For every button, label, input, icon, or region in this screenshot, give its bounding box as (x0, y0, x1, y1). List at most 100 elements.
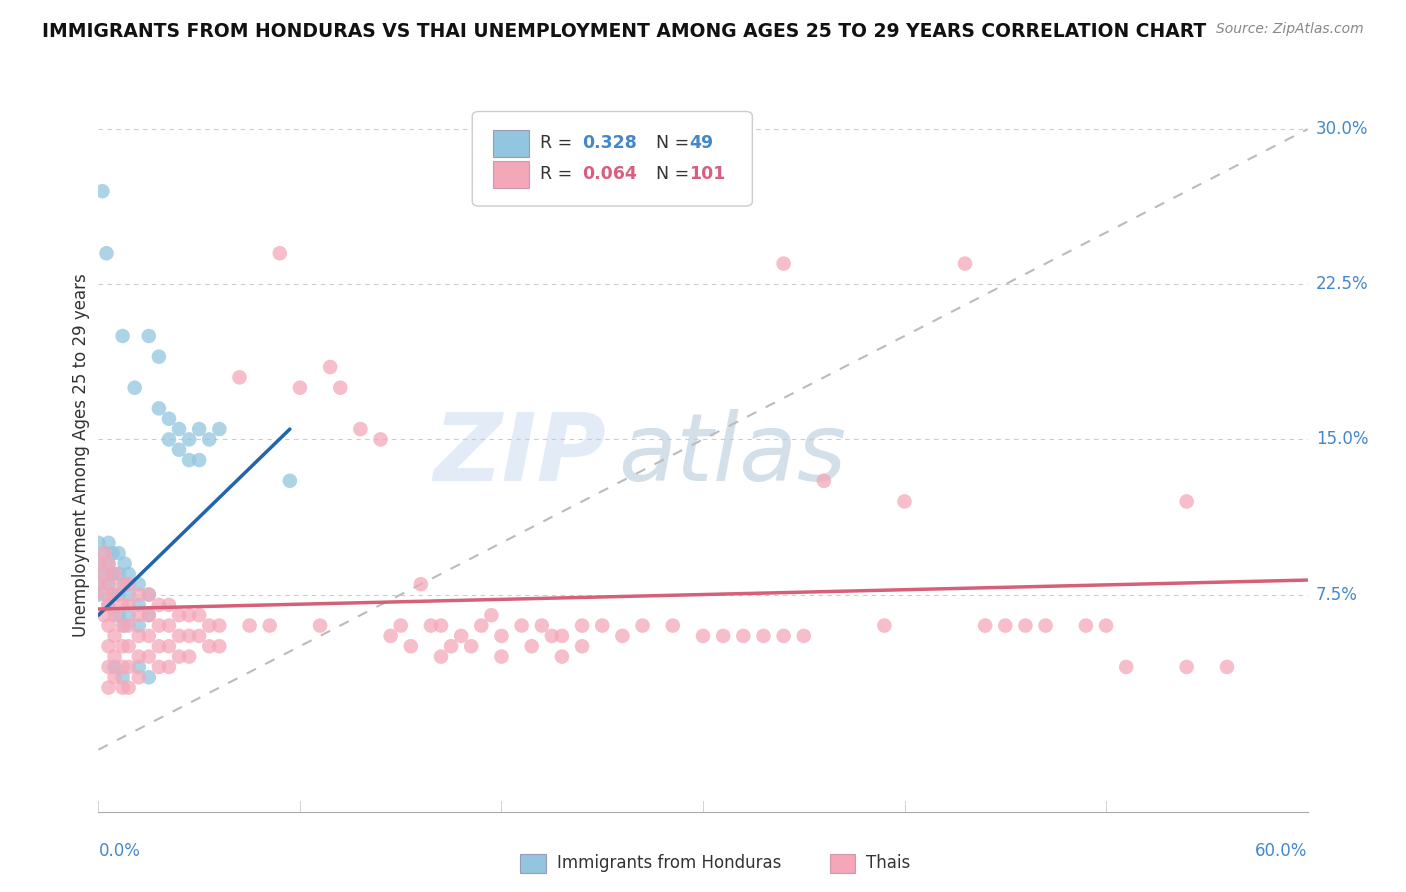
Point (111, 681, 134, 695)
Point (128, 588, 150, 602)
Y-axis label: Unemployment Among Ages 25 to 29 years: Unemployment Among Ages 25 to 29 years (72, 273, 90, 637)
Point (157, 411, 180, 425)
Point (97, 598, 120, 612)
Text: 30.0%: 30.0% (1316, 120, 1368, 138)
Point (208, 618, 231, 632)
Point (530, 618, 553, 632)
Point (148, 618, 170, 632)
Point (520, 639, 543, 653)
Point (269, 246, 291, 260)
Point (103, 670, 125, 684)
Point (138, 670, 160, 684)
Point (111, 577, 134, 591)
Point (198, 433, 221, 447)
Point (101, 588, 124, 602)
Point (460, 639, 482, 653)
Point (772, 257, 794, 271)
Point (409, 577, 432, 591)
Point (1175, 494, 1198, 508)
Text: 7.5%: 7.5% (1316, 585, 1358, 604)
Text: 101: 101 (689, 165, 725, 183)
Point (87, 557, 110, 571)
Point (177, 433, 201, 447)
Point (167, 629, 190, 643)
Text: 0.064: 0.064 (582, 165, 637, 183)
Point (97, 536, 120, 550)
Point (114, 618, 136, 632)
Point (571, 618, 593, 632)
Point (128, 629, 150, 643)
Point (93, 546, 115, 560)
Point (188, 608, 211, 623)
Point (148, 639, 170, 653)
Point (93, 566, 115, 581)
Text: N =: N = (645, 135, 695, 153)
Text: R =: R = (540, 135, 578, 153)
Point (389, 618, 412, 632)
Point (188, 629, 211, 643)
Point (177, 649, 201, 664)
Point (177, 453, 201, 467)
Point (118, 588, 141, 602)
Point (148, 350, 170, 364)
Point (450, 629, 472, 643)
Point (612, 629, 634, 643)
Point (128, 618, 150, 632)
Point (349, 422, 371, 436)
Point (167, 608, 190, 623)
Point (1115, 660, 1137, 674)
Point (138, 629, 160, 643)
Point (188, 422, 211, 436)
Point (167, 442, 190, 457)
Point (93, 608, 115, 623)
Text: 0.328: 0.328 (582, 135, 637, 153)
Point (118, 598, 141, 612)
Point (87, 588, 110, 602)
Point (711, 629, 734, 643)
Point (87, 557, 110, 571)
Point (107, 608, 129, 623)
Point (138, 608, 160, 623)
Point (97, 639, 120, 653)
Point (128, 608, 150, 623)
Point (103, 608, 125, 623)
Point (198, 639, 221, 653)
Point (107, 588, 129, 602)
Point (1014, 618, 1036, 632)
Point (1035, 618, 1057, 632)
Point (994, 618, 1017, 632)
Point (107, 566, 129, 581)
Point (510, 618, 533, 632)
Point (167, 649, 190, 664)
Point (101, 566, 124, 581)
Point (87, 536, 110, 550)
Text: 0.0%: 0.0% (98, 842, 141, 860)
Text: 60.0%: 60.0% (1256, 842, 1308, 860)
Point (288, 381, 311, 395)
Point (259, 618, 281, 632)
Point (111, 660, 134, 674)
Point (551, 649, 574, 664)
Point (128, 577, 150, 591)
Point (118, 577, 141, 591)
Point (157, 433, 180, 447)
Point (96, 246, 118, 260)
Point (1216, 660, 1239, 674)
Point (111, 618, 134, 632)
Point (208, 422, 231, 436)
Point (752, 629, 775, 643)
Point (198, 618, 221, 632)
Point (329, 381, 352, 395)
Point (571, 639, 593, 653)
Point (319, 359, 342, 374)
Point (111, 329, 134, 343)
Point (138, 588, 160, 602)
Point (1074, 618, 1097, 632)
Point (470, 618, 492, 632)
Text: R =: R = (540, 165, 578, 183)
Point (148, 660, 170, 674)
Point (148, 598, 170, 612)
Point (551, 629, 574, 643)
Text: Source: ZipAtlas.com: Source: ZipAtlas.com (1216, 22, 1364, 37)
Point (114, 557, 136, 571)
